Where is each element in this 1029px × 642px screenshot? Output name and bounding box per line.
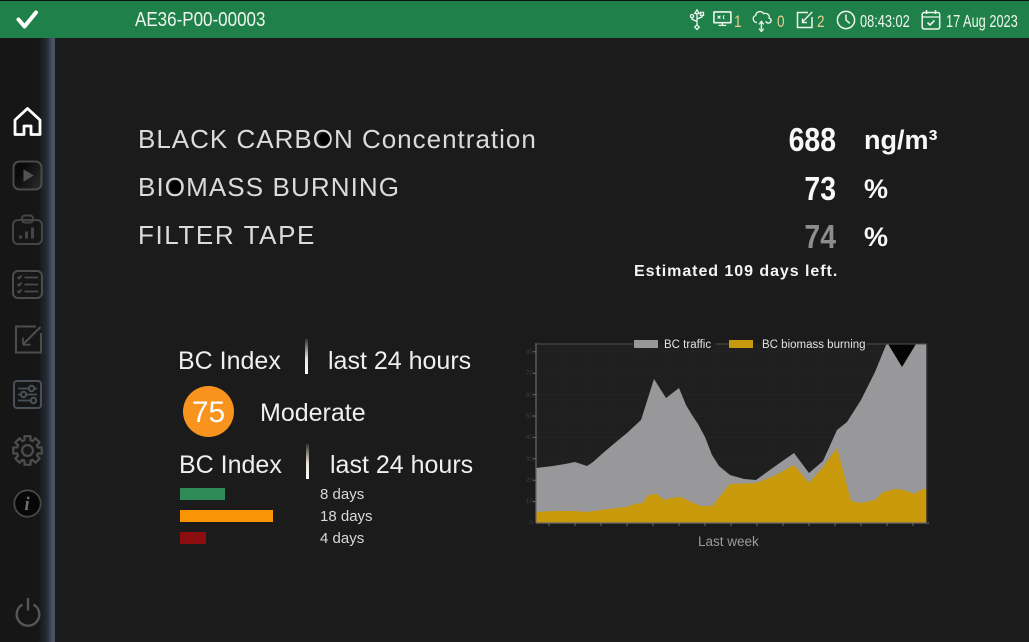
svg-text:70: 70 <box>526 370 534 377</box>
svg-text:BC traffic: BC traffic <box>664 339 711 351</box>
svg-text:0: 0 <box>529 520 533 527</box>
svg-text:50: 50 <box>526 413 534 420</box>
svg-text:Last week: Last week <box>698 534 759 549</box>
svg-text:i: i <box>24 494 30 515</box>
svg-text:BC biomass burning: BC biomass burning <box>762 339 866 351</box>
svg-text:80: 80 <box>526 349 534 356</box>
svg-text:20: 20 <box>526 477 534 484</box>
svg-text:10: 10 <box>526 498 534 505</box>
svg-text:30: 30 <box>526 456 534 463</box>
svg-text:40: 40 <box>526 434 534 441</box>
svg-text:60: 60 <box>526 392 534 399</box>
